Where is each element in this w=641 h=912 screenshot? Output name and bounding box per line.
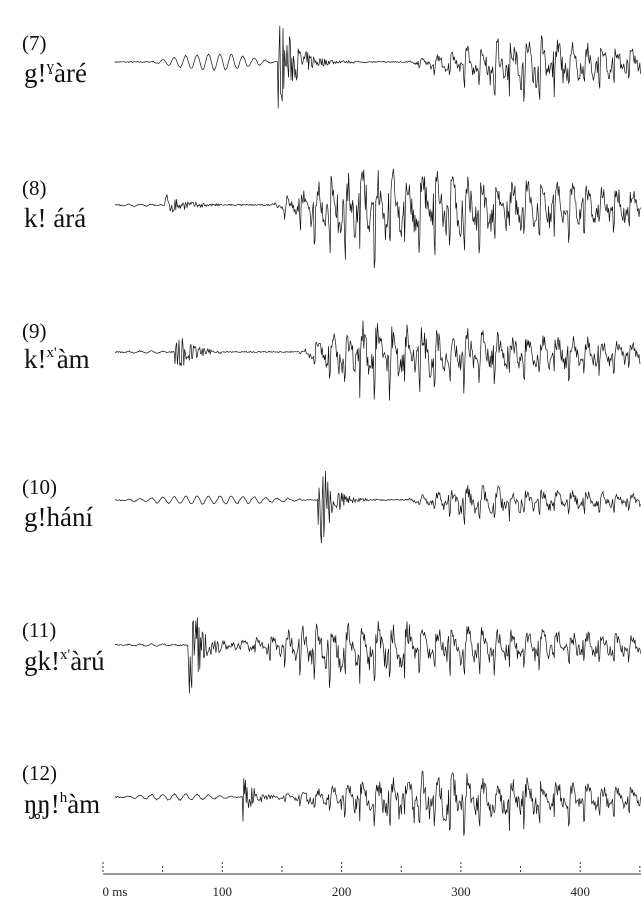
word-superscript: x'	[47, 345, 58, 361]
item-number: (7)	[22, 31, 47, 55]
item-number: (9)	[22, 319, 47, 343]
waveform	[114, 770, 641, 836]
word-part: k! árá	[24, 203, 86, 233]
waveform	[115, 617, 641, 694]
word-part: k!	[24, 344, 47, 374]
word-part: àm	[57, 344, 90, 374]
axis-label: 200	[332, 884, 352, 899]
word-part: g!	[24, 58, 47, 88]
word-part: àré	[54, 58, 87, 88]
waveform	[114, 168, 641, 269]
axis-label: 0 ms	[103, 884, 128, 899]
item-word: g!hání	[24, 502, 93, 532]
item-word: g!ɣàré	[24, 58, 87, 88]
item-number: (8)	[22, 176, 47, 200]
word-superscript: ɣ	[47, 59, 55, 75]
item-word: k! árá	[24, 203, 86, 233]
item-word: ŋ̥ŋ!hàm	[24, 789, 100, 820]
item-number: (12)	[22, 761, 57, 785]
time-axis: 0 ms 100 200 300 400	[102, 862, 641, 899]
word-part: gk!	[24, 646, 60, 676]
waveform	[114, 470, 641, 544]
item-number: (11)	[22, 618, 56, 642]
item-number: (10)	[22, 475, 57, 499]
word-superscript: x'	[60, 647, 71, 663]
axis-label: 300	[451, 884, 471, 899]
axis-label: 100	[213, 884, 233, 899]
item-word: k!x'àm	[24, 344, 90, 374]
word-part: àm	[67, 789, 100, 819]
waveform	[114, 25, 641, 109]
axis-label: 400	[570, 884, 590, 899]
word-part: ŋ̥ŋ!	[24, 789, 60, 820]
item-word: gk!x'àrú	[24, 646, 105, 676]
word-superscript: h	[60, 790, 68, 806]
waveform	[114, 320, 641, 401]
word-part: àrú	[70, 646, 105, 676]
word-part: g!hání	[24, 502, 93, 532]
